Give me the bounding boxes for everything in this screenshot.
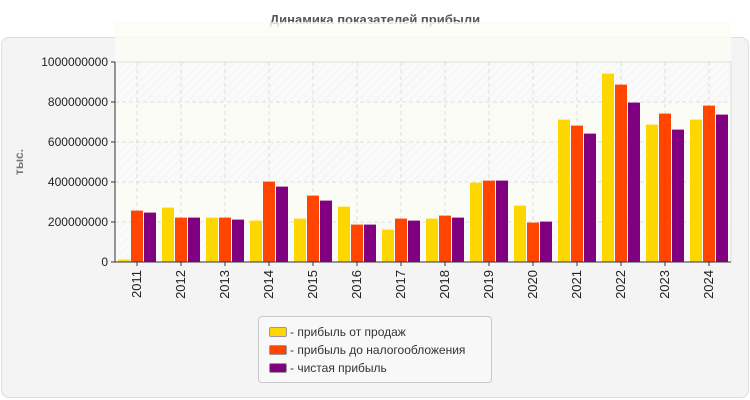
bar-2020-series-0 bbox=[514, 205, 526, 262]
bar-2022-series-2 bbox=[628, 102, 640, 262]
bar-2018-series-1 bbox=[439, 215, 451, 262]
bar-2024-series-0 bbox=[690, 119, 702, 262]
bar-2023-series-0 bbox=[646, 124, 658, 262]
y-axis-label: тыс. bbox=[12, 149, 26, 175]
y-tick-label: 800000000 bbox=[48, 95, 108, 109]
bar-2016-series-2 bbox=[364, 224, 376, 262]
bar-2015-series-0 bbox=[294, 218, 306, 262]
bar-2012-series-0 bbox=[162, 207, 174, 262]
bar-2013-series-2 bbox=[232, 219, 244, 262]
bar-2017-series-2 bbox=[408, 220, 420, 262]
bar-2015-series-1 bbox=[307, 195, 319, 262]
bar-2016-series-0 bbox=[338, 206, 350, 262]
legend-label: - прибыль до налогообложения bbox=[290, 343, 466, 357]
legend-item-pretax-profit: - прибыль до налогообложения bbox=[269, 342, 465, 358]
bar-2018-series-2 bbox=[452, 217, 464, 262]
x-tick-label: 2015 bbox=[305, 270, 320, 299]
bar-2023-series-2 bbox=[672, 129, 684, 262]
x-tick-label: 2019 bbox=[481, 270, 496, 299]
x-tick-label: 2018 bbox=[437, 270, 452, 299]
y-tick-label: 1000000000 bbox=[41, 55, 108, 69]
bar-2012-series-2 bbox=[188, 217, 200, 262]
bar-2021-series-0 bbox=[558, 119, 570, 262]
bar-2016-series-1 bbox=[351, 224, 363, 262]
y-tick-label: 400000000 bbox=[48, 175, 108, 189]
bar-2013-series-1 bbox=[219, 217, 231, 262]
legend-swatch bbox=[269, 363, 287, 373]
bar-2020-series-2 bbox=[540, 221, 552, 262]
bar-2019-series-2 bbox=[496, 180, 508, 262]
x-tick-label: 2021 bbox=[569, 270, 584, 299]
bar-2021-series-2 bbox=[584, 133, 596, 262]
bar-2014-series-0 bbox=[250, 220, 262, 262]
x-tick-label: 2011 bbox=[129, 270, 144, 298]
y-tick-label: 600000000 bbox=[48, 135, 108, 149]
x-tick-label: 2016 bbox=[349, 270, 364, 299]
bar-2013-series-0 bbox=[206, 217, 218, 262]
legend-swatch bbox=[269, 327, 287, 337]
bar-2020-series-1 bbox=[527, 222, 539, 262]
legend-swatch bbox=[269, 345, 287, 355]
bar-2021-series-1 bbox=[571, 125, 583, 262]
x-tick-label: 2014 bbox=[261, 270, 276, 299]
legend-item-sales-profit: - прибыль от продаж bbox=[269, 324, 406, 340]
x-tick-label: 2020 bbox=[525, 270, 540, 299]
x-tick-label: 2013 bbox=[217, 270, 232, 299]
legend-label: - чистая прибыль bbox=[290, 361, 387, 375]
bar-2017-series-1 bbox=[395, 218, 407, 262]
bar-2019-series-0 bbox=[470, 182, 482, 262]
legend-item-net-profit: - чистая прибыль bbox=[269, 360, 387, 376]
y-tick-label: 0 bbox=[101, 255, 108, 269]
bar-2022-series-1 bbox=[615, 84, 627, 262]
bar-2024-series-1 bbox=[703, 105, 715, 262]
bar-2022-series-0 bbox=[602, 73, 614, 262]
plot-band bbox=[115, 22, 731, 62]
legend: - прибыль от продаж - прибыль до налогоо… bbox=[258, 316, 492, 383]
bar-2019-series-1 bbox=[483, 180, 495, 262]
bar-2011-series-1 bbox=[131, 210, 143, 262]
bar-2014-series-2 bbox=[276, 186, 288, 262]
x-tick-label: 2022 bbox=[613, 270, 628, 299]
bar-2014-series-1 bbox=[263, 181, 275, 262]
x-tick-label: 2012 bbox=[173, 270, 188, 299]
x-tick-label: 2017 bbox=[393, 270, 408, 299]
x-tick-label: 2024 bbox=[701, 270, 716, 299]
bar-2018-series-0 bbox=[426, 218, 438, 262]
y-tick-label: 200000000 bbox=[48, 215, 108, 229]
bar-2012-series-1 bbox=[175, 217, 187, 262]
bar-2017-series-0 bbox=[382, 229, 394, 262]
bar-2024-series-2 bbox=[716, 114, 728, 262]
bar-2015-series-2 bbox=[320, 200, 332, 262]
bar-2023-series-1 bbox=[659, 113, 671, 262]
bar-2011-series-0 bbox=[118, 259, 130, 262]
bar-2011-series-2 bbox=[144, 212, 156, 262]
legend-label: - прибыль от продаж bbox=[290, 325, 406, 339]
x-tick-label: 2023 bbox=[657, 270, 672, 299]
